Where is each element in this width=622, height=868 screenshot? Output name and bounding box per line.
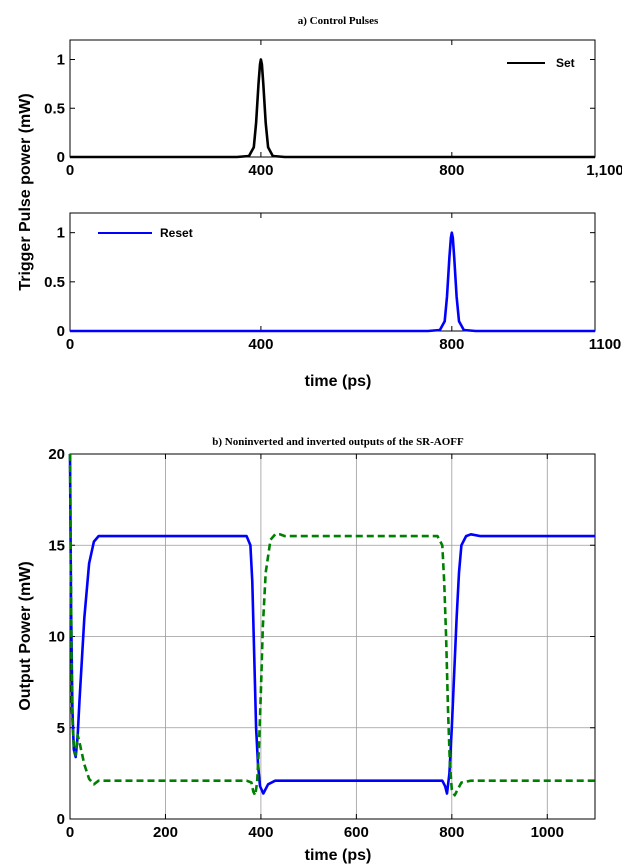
x-tick-label: 200: [153, 824, 178, 841]
y-tick-label: 5: [57, 720, 65, 737]
legend-set: Set: [507, 56, 575, 70]
series-line-set: [70, 58, 595, 159]
plot-frame-set: [69, 39, 596, 158]
y-tick-label: 0: [57, 811, 65, 828]
y-tick-label: 15: [48, 537, 65, 554]
y-tick-label: 0: [57, 149, 65, 166]
x-tick-label: 800: [439, 336, 464, 353]
x-tick-label: 800: [439, 824, 464, 841]
panel-b-title: b) Noninverted and inverted outputs of t…: [212, 436, 464, 448]
legend-label-set: Set: [556, 56, 575, 70]
chart-panel-set: 0 400 800 1,100 0 0.5 1 Set: [44, 39, 622, 179]
y-tick-label: 10: [48, 629, 65, 646]
y-tick-label: 20: [48, 446, 65, 463]
series-line-dashed: [68, 453, 595, 797]
x-tick-label: 0: [66, 336, 74, 353]
y-tick-label: 1: [57, 225, 65, 242]
x-tick-label: 1,100: [586, 162, 622, 179]
legend-label-reset: Reset: [160, 226, 193, 240]
plot-frame-reset: [69, 212, 596, 332]
y-tick-label: 1: [57, 52, 65, 69]
panel-a-title: a) Control Pulses: [298, 15, 379, 27]
x-tick-label: 600: [344, 824, 369, 841]
x-tick-label: 400: [248, 824, 273, 841]
series-line-reset: [70, 231, 595, 333]
y-tick-label: 0: [57, 323, 65, 340]
x-tick-label: 1000: [531, 824, 564, 841]
legend-reset: Reset: [98, 226, 193, 240]
x-tick-label: 400: [248, 336, 273, 353]
x-tick-label: 0: [66, 162, 74, 179]
x-tick-label: 1100: [589, 336, 622, 353]
chart-panel-outputs: 0 200 400 600 800 1000 0 5 10 15 20: [48, 446, 596, 841]
chart-panel-reset: 0 400 800 1100 0 0.5 1 Reset: [44, 212, 622, 353]
y-tick-label: 0.5: [44, 100, 65, 117]
x-tick-label: 0: [66, 824, 74, 841]
y-axis-label-outputs: Output Power (mW): [17, 561, 34, 710]
x-tick-label: 400: [248, 162, 273, 179]
x-axis-label-outputs: time (ps): [305, 847, 372, 864]
x-axis-label-reset: time (ps): [305, 373, 372, 390]
shared-y-axis-label-top: Trigger Pulse power (mW): [17, 93, 34, 290]
y-tick-label: 0.5: [44, 274, 65, 291]
x-tick-label: 800: [439, 162, 464, 179]
series-line-solid: [68, 453, 595, 795]
